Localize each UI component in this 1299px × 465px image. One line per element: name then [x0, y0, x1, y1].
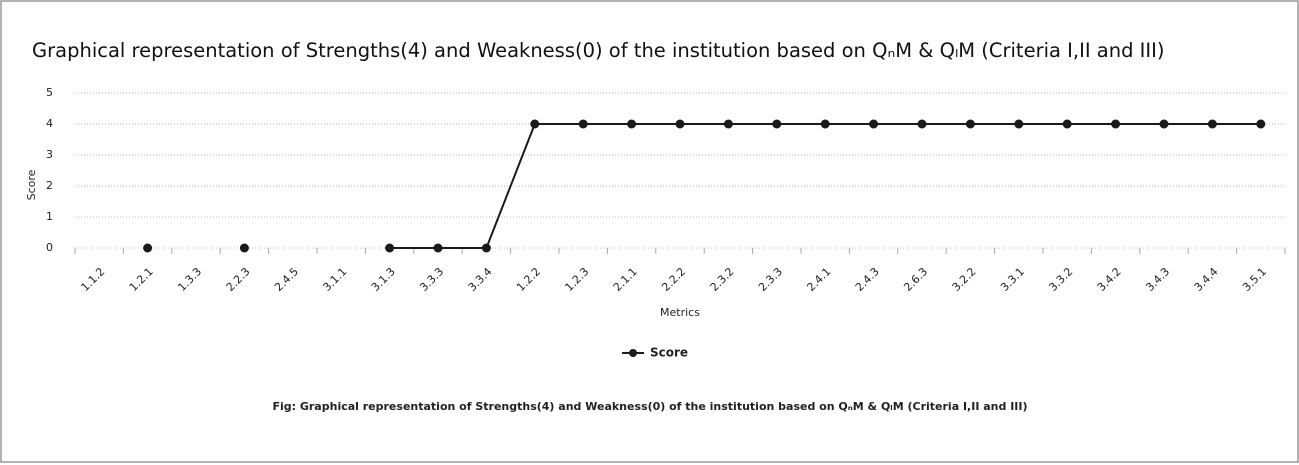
point: [530, 119, 540, 129]
x-tick-label: 3.3.1: [998, 265, 1027, 294]
x-axis-label: Metrics: [660, 306, 700, 319]
point: [385, 243, 395, 253]
y-tick-label: 3: [46, 148, 53, 161]
point: [675, 119, 685, 129]
x-tick-label: 3.4.4: [1192, 265, 1221, 294]
x-tick-label: 3.4.3: [1143, 265, 1172, 294]
point: [239, 243, 249, 253]
x-tick-label: 3.4.2: [1095, 265, 1124, 294]
legend-marker: [629, 349, 637, 357]
x-tick-label: 1.2.3: [562, 265, 591, 294]
x-tick-label: 3.1.3: [369, 265, 398, 294]
legend-label: Score: [650, 346, 688, 360]
point: [723, 119, 733, 129]
point: [627, 119, 637, 129]
y-axis-label: Score: [25, 169, 38, 200]
point: [1207, 119, 1217, 129]
point: [433, 243, 443, 253]
x-tick-label: 2.4.5: [272, 265, 301, 294]
x-tick-label: 2.6.3: [901, 265, 930, 294]
y-tick-label: 4: [46, 117, 53, 130]
x-tick-label: 2.1.1: [611, 265, 640, 294]
point: [143, 243, 153, 253]
x-tick-label: 2.2.2: [659, 265, 688, 294]
x-tick-label: 2.2.3: [224, 265, 253, 294]
x-tick-label: 1.2.1: [127, 265, 156, 294]
x-tick-label: 3.3.3: [417, 265, 446, 294]
point: [917, 119, 927, 129]
x-tick-label: 2.4.1: [804, 265, 833, 294]
point: [965, 119, 975, 129]
chart-title: Graphical representation of Strengths(4)…: [32, 39, 1165, 62]
point: [1111, 119, 1121, 129]
x-tick-label: 2.3.3: [756, 265, 785, 294]
x-tick-label: 3.5.1: [1240, 265, 1269, 294]
point: [869, 119, 879, 129]
x-tick-label: 3.3.2: [1046, 265, 1075, 294]
y-tick-label: 0: [46, 241, 53, 254]
point: [1062, 119, 1072, 129]
x-tick-label: 1.3.3: [175, 265, 204, 294]
x-tick-label: 1.1.2: [78, 265, 107, 294]
y-tick-label: 1: [46, 210, 53, 223]
x-tick-label: 3.1.1: [320, 265, 349, 294]
y-tick-label: 2: [46, 179, 53, 192]
point: [578, 119, 588, 129]
point: [481, 243, 491, 253]
x-tick-label: 1.2.2: [514, 265, 543, 294]
y-tick-label: 5: [46, 86, 53, 99]
point: [772, 119, 782, 129]
x-tick-label: 3.3.4: [466, 265, 495, 294]
caption: Fig: Graphical representation of Strengt…: [272, 400, 1027, 413]
x-tick-label: 2.3.2: [708, 265, 737, 294]
point: [820, 119, 830, 129]
point: [1256, 119, 1266, 129]
x-tick-label: 3.2.2: [950, 265, 979, 294]
x-tick-label: 2.4.3: [853, 265, 882, 294]
point: [1014, 119, 1024, 129]
point: [1159, 119, 1169, 129]
